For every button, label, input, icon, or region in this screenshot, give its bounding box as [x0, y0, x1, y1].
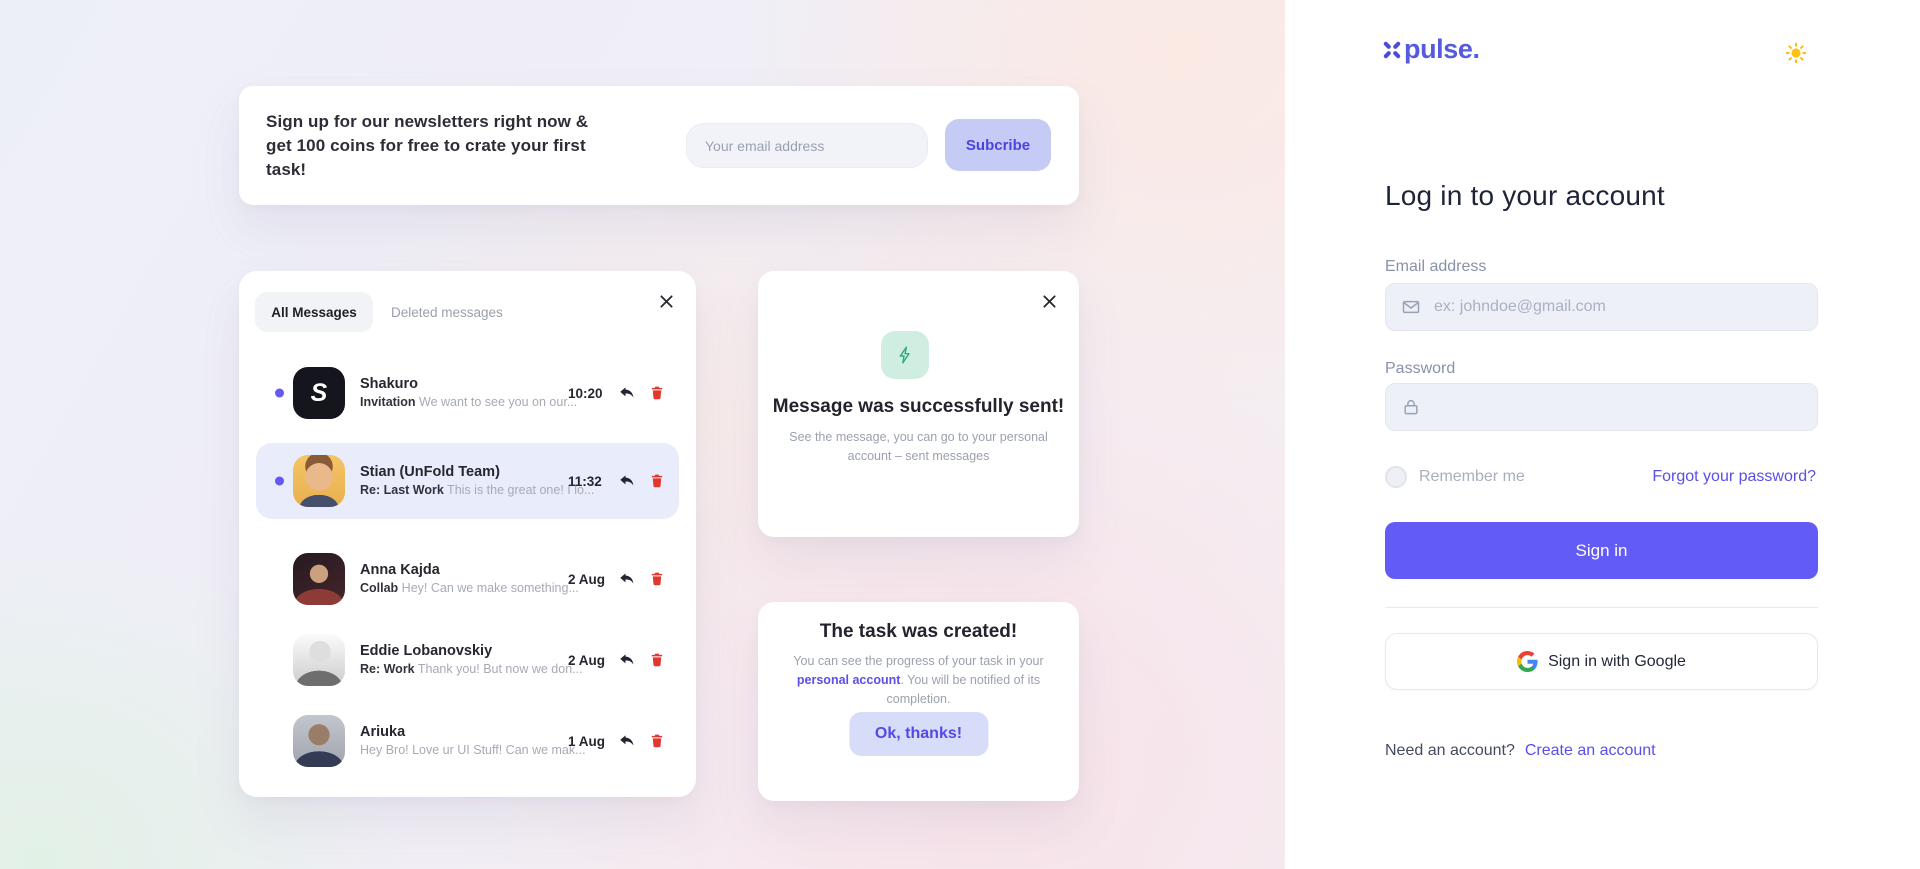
trash-icon[interactable] — [646, 730, 668, 752]
unread-dot — [275, 476, 284, 486]
message-preview: Re: Work Thank you! But now we don... — [360, 662, 583, 676]
tab-all-messages[interactable]: All Messages — [255, 292, 373, 332]
avatar — [293, 634, 345, 686]
trash-icon[interactable] — [646, 470, 668, 492]
message-time: 1 Aug — [568, 733, 605, 749]
avatar — [293, 553, 345, 605]
reply-icon[interactable] — [616, 649, 638, 671]
message-sent-toast: Message was successfully sent! See the m… — [758, 271, 1079, 537]
reply-icon[interactable] — [616, 470, 638, 492]
newsletter-headline: Sign up for our newsletters right now & … — [266, 111, 589, 179]
email-field[interactable] — [1385, 283, 1818, 331]
ok-thanks-button[interactable]: Ok, thanks! — [848, 712, 989, 756]
sparkle-x-icon — [1382, 40, 1402, 60]
signup-prompt: Need an account? Create an account — [1385, 742, 1656, 760]
sender-name: Anna Kajda — [360, 562, 440, 578]
google-logo-icon — [1517, 651, 1538, 672]
message-preview: Hey Bro! Love ur UI Stuff! Can we mak... — [360, 743, 586, 757]
create-account-link[interactable]: Create an account — [1524, 742, 1656, 759]
sender-name: Stian (UnFold Team) — [360, 464, 500, 480]
message-time: 10:20 — [568, 385, 603, 401]
message-time: 2 Aug — [568, 571, 605, 587]
toast-body: You can see the progress of your task in… — [793, 654, 1044, 706]
toast-title: The task was created! — [819, 621, 1018, 642]
toast-body: See the message, you can go to your pers… — [789, 430, 1048, 463]
message-row[interactable]: Ariuka Hey Bro! Love ur UI Stuff! Can we… — [256, 703, 679, 779]
avatar — [293, 455, 345, 507]
logo-text: pulse. — [1404, 34, 1480, 64]
toast-title: Message was successfully sent! — [772, 396, 1065, 417]
page-title: Log in to your account — [1385, 180, 1665, 211]
message-row-selected[interactable]: Stian (UnFold Team) Re: Last Work This i… — [256, 443, 679, 519]
subscribe-button[interactable]: Subcribe — [945, 119, 1051, 171]
close-icon[interactable] — [1037, 289, 1061, 313]
email-label: Email address — [1385, 258, 1487, 275]
trash-icon[interactable] — [646, 382, 668, 404]
unread-dot — [275, 388, 284, 398]
showcase-panel: Sign up for our newsletters right now & … — [0, 0, 1285, 869]
theme-toggle-sun-icon[interactable] — [1783, 40, 1809, 66]
newsletter-email-input[interactable] — [686, 123, 928, 168]
divider — [1385, 607, 1818, 608]
reply-icon[interactable] — [616, 730, 638, 752]
message-row[interactable]: S Shakuro Invitation We want to see you … — [256, 355, 679, 431]
xpulse-logo: pulse. — [1382, 34, 1480, 65]
message-row[interactable]: Anna Kajda Collab Hey! Can we make somet… — [256, 541, 679, 617]
newsletter-card: Sign up for our newsletters right now & … — [239, 86, 1079, 205]
trash-icon[interactable] — [646, 649, 668, 671]
need-account-text: Need an account? — [1385, 742, 1515, 759]
avatar: S — [293, 367, 345, 419]
password-label: Password — [1385, 360, 1456, 377]
google-button-label: Sign in with Google — [1548, 652, 1686, 670]
message-preview: Invitation We want to see you on our... — [360, 395, 578, 409]
remember-me-label: Remember me — [1419, 468, 1525, 485]
message-row[interactable]: Eddie Lobanovskiy Re: Work Thank you! Bu… — [256, 622, 679, 698]
message-preview: Collab Hey! Can we make something... — [360, 581, 579, 595]
messages-card: All Messages Deleted messages S Shakuro … — [239, 271, 696, 797]
remember-me-checkbox[interactable] — [1385, 466, 1407, 488]
personal-account-link[interactable]: personal account — [796, 672, 901, 687]
trash-icon[interactable] — [646, 568, 668, 590]
message-time: 2 Aug — [568, 652, 605, 668]
lightning-bolt-icon — [881, 331, 929, 379]
message-preview: Re: Last Work This is the great one! I l… — [360, 483, 595, 497]
password-field[interactable] — [1385, 383, 1818, 431]
close-icon[interactable] — [654, 289, 678, 313]
auth-panel: pulse. Log in to your account Email addr… — [1285, 0, 1920, 869]
avatar — [293, 715, 345, 767]
sender-name: Shakuro — [360, 376, 419, 392]
reply-icon[interactable] — [616, 382, 638, 404]
reply-icon[interactable] — [616, 568, 638, 590]
message-time: 11:32 — [568, 473, 602, 489]
task-created-toast: The task was created! You can see the pr… — [758, 602, 1079, 801]
sender-name: Ariuka — [360, 724, 406, 740]
google-sign-in-button[interactable]: Sign in with Google — [1385, 633, 1818, 690]
tab-deleted-messages[interactable]: Deleted messages — [391, 304, 503, 320]
sender-name: Eddie Lobanovskiy — [360, 643, 493, 659]
forgot-password-link[interactable]: Forgot your password? — [1652, 468, 1816, 485]
sign-in-button[interactable]: Sign in — [1385, 522, 1818, 579]
